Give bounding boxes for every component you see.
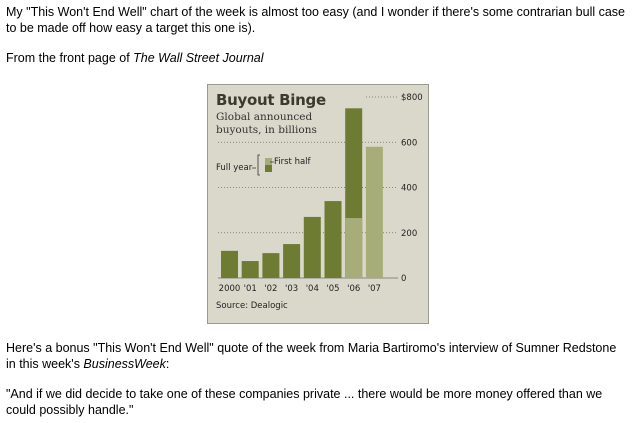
x-tick-label: '04 [306, 284, 319, 294]
legend-bracket [252, 154, 274, 176]
bar-full-year [262, 253, 280, 278]
bonus-suffix: : [165, 357, 170, 371]
buyout-chart: Buyout Binge Global announced buyouts, i… [207, 84, 429, 324]
y-tick-label: 200 [401, 229, 417, 239]
bar-full-year [283, 244, 301, 278]
bar-first-half [365, 146, 383, 278]
x-tick-label: '01 [244, 284, 257, 294]
bar-full-year [324, 201, 342, 278]
chart-subtitle: Global announced buyouts, in billions [216, 111, 317, 136]
source-name: The Wall Street Journal [133, 51, 264, 65]
chart-title: Buyout Binge [216, 91, 326, 109]
x-tick-label: '07 [368, 284, 381, 294]
y-tick-label: 0 [401, 274, 406, 284]
chart-plot: 0 200 400 600 $800 2000'01 '02 '03 '04 '05 '06 '07 [218, 93, 423, 294]
bar-full-year [221, 250, 238, 278]
x-tick-label: 2000 [219, 284, 241, 294]
legend-first-half-swatch [265, 158, 272, 165]
bonus-prefix: Here's a bonus "This Won't End Well" quo… [6, 341, 617, 371]
chart-source: Source: Dealogic [216, 301, 288, 311]
bonus-quote-intro: Here's a bonus "This Won't End Well" quo… [6, 340, 626, 372]
x-tick-label: '02 [264, 284, 277, 294]
x-tick-label: '06 [347, 284, 360, 294]
x-tick-label: '05 [326, 284, 339, 294]
y-tick-label: 600 [401, 138, 417, 148]
x-tick-label: '03 [285, 284, 298, 294]
legend-full-year-swatch [265, 165, 272, 172]
legend-first-half: First half [274, 157, 311, 167]
quote-paragraph: "And if we did decide to take one of the… [6, 387, 603, 417]
bar-full-year [241, 261, 259, 278]
intro-paragraph: My "This Won't End Well" chart of the we… [6, 5, 626, 35]
bar-first-half [345, 218, 363, 278]
bar-full-year [303, 216, 321, 278]
y-tick-label: 400 [401, 184, 417, 194]
legend-full-year: Full year [216, 163, 253, 173]
source-prefix: From the front page of [6, 51, 134, 65]
bonus-source: BusinessWeek [83, 357, 166, 371]
source-paragraph: From the front page of The Wall Street J… [6, 50, 264, 66]
y-tick-label: $800 [401, 93, 423, 103]
